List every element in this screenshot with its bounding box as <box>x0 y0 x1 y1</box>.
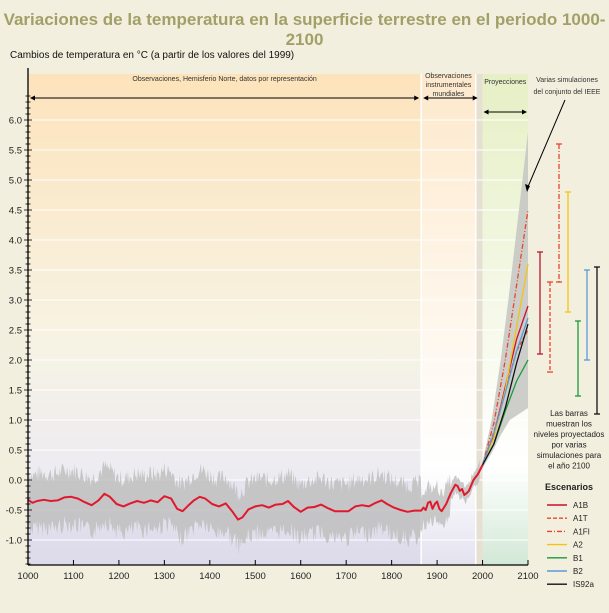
x-tick-label: 1400 <box>199 571 220 582</box>
projection-line-is92a <box>481 323 529 466</box>
annotation-bars: el año 2100 <box>548 462 590 471</box>
y-tick-label: 0.0 <box>9 476 22 487</box>
y-tick-label: 5.5 <box>9 146 22 157</box>
legend-item: B1 <box>547 554 583 563</box>
projection-line-a2 <box>481 263 529 466</box>
legend-item: A1T <box>547 514 588 523</box>
region-arrow-instrumental-head-right <box>472 95 478 101</box>
annotation-bars: simulaciones para <box>537 451 602 460</box>
y-tick-label: 0.5 <box>9 446 22 457</box>
y-tick-label: -1.0 <box>6 536 22 547</box>
x-tick-label: 1800 <box>381 571 402 582</box>
legend-label: IS92a <box>573 580 594 589</box>
historical-temperature-line <box>27 464 484 521</box>
x-tick-label: 1900 <box>427 571 448 582</box>
legend-item: A1B <box>547 501 588 510</box>
annotation-bars: niveles proyectados <box>534 430 605 439</box>
annotation-ensemble: del conjunto del IEEE <box>534 89 601 96</box>
ensemble-envelope <box>482 132 528 468</box>
legend-label: B1 <box>573 554 583 563</box>
y-axis-label: Cambios de temperatura en °C (a partir d… <box>10 50 295 61</box>
y-tick-label: -0.5 <box>6 506 22 517</box>
x-tick-label: 2100 <box>517 571 538 582</box>
region-arrow-projections-head-left <box>483 109 489 115</box>
x-tick-label: 1300 <box>154 571 175 582</box>
legend-item: A1FI <box>547 527 590 536</box>
region-label-proxy: Observaciones, Hemisferio Norte, datos p… <box>132 76 317 83</box>
x-tick-label: 1600 <box>290 571 311 582</box>
region-arrow-instrumental-head-left <box>423 95 429 101</box>
y-tick-label: 3.5 <box>9 266 22 277</box>
annotation-bars: muestran los <box>546 420 592 429</box>
y-tick-label: 2.5 <box>9 326 22 337</box>
region-background <box>475 74 483 565</box>
y-tick-label: 1.0 <box>9 416 22 427</box>
x-tick-label: 1100 <box>63 571 83 582</box>
annotation-bars: por varias <box>551 441 586 450</box>
legend-label: A1FI <box>573 527 590 536</box>
legend-title: Escenarios <box>545 482 593 492</box>
chart-title: Variaciones de la temperatura en la supe… <box>3 10 606 49</box>
y-tick-label: 4.5 <box>9 206 22 217</box>
region-arrow-projections-head-right <box>522 109 527 115</box>
region-label-instrumental: instrumentales <box>426 82 472 89</box>
y-tick-label: 3.0 <box>9 296 22 307</box>
x-tick-label: 1500 <box>245 571 266 582</box>
y-tick-label: 4.0 <box>9 236 22 247</box>
x-tick-label: 2000 <box>472 571 493 582</box>
annotation-pointer <box>526 99 566 190</box>
y-tick-label: 1.5 <box>9 386 22 397</box>
legend-label: A2 <box>573 541 583 550</box>
region-label-projections: Proyecciones <box>484 79 527 86</box>
projection-line-a1fi <box>481 209 529 466</box>
y-tick-label: 6.0 <box>9 116 22 127</box>
region-arrow-proxy-head-right <box>414 95 420 101</box>
legend-item: IS92a <box>547 580 594 589</box>
legend-item: B2 <box>547 567 583 576</box>
y-tick-label: 2.0 <box>9 356 22 367</box>
x-tick-label: 1700 <box>336 571 357 582</box>
annotation-bars: Las barras <box>550 409 588 418</box>
projection-line-b2 <box>481 317 529 466</box>
y-tick-label: 5.0 <box>9 176 22 187</box>
region-label-instrumental: mundiales <box>432 91 464 98</box>
legend-label: A1T <box>573 514 588 523</box>
region-arrow-proxy-head-left <box>30 95 35 101</box>
region-label-instrumental: Observaciones <box>425 73 472 80</box>
legend-label: B2 <box>573 567 583 576</box>
annotation-ensemble: Varias simulaciones <box>536 77 598 84</box>
x-tick-label: 1200 <box>108 571 129 582</box>
x-tick-label: 1000 <box>17 571 38 582</box>
annotation-pointer-head <box>525 184 530 192</box>
legend-label: A1B <box>573 501 588 510</box>
legend-item: A2 <box>547 541 583 550</box>
